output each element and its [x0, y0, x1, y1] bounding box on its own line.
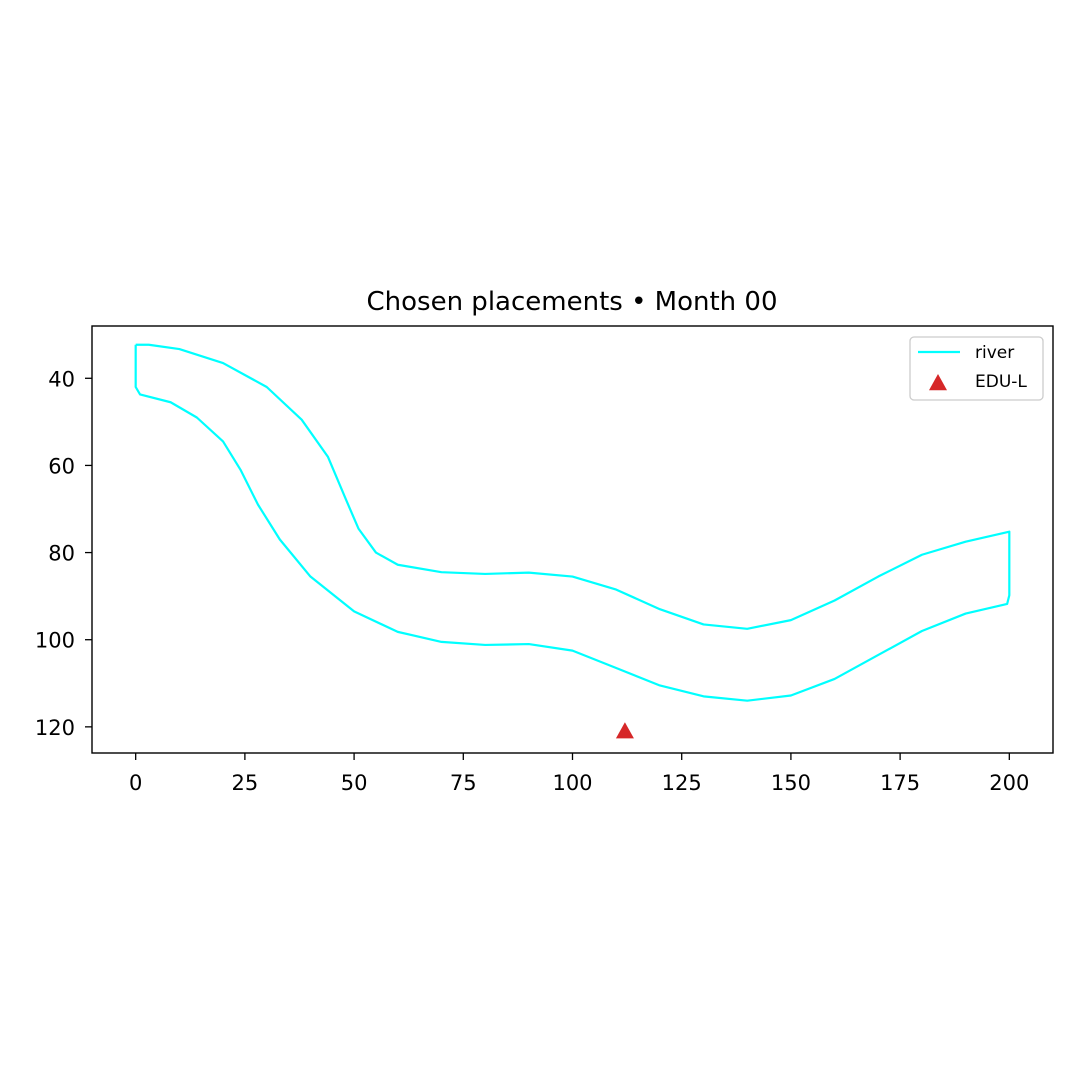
y-tick-label: 80 [48, 542, 75, 566]
legend-edu-l-swatch [929, 374, 947, 391]
x-tick-label: 175 [880, 771, 920, 795]
y-tick-label: 60 [48, 454, 75, 478]
x-tick-label: 100 [552, 771, 592, 795]
x-tick-label: 50 [341, 771, 368, 795]
edu-l-marker [615, 722, 634, 739]
legend-river-label: river [975, 343, 1014, 363]
chart-title: Chosen placements • Month 00 [366, 287, 777, 317]
y-tick-label: 120 [35, 716, 75, 740]
plot-area [134, 343, 1011, 739]
y-tick-label: 40 [48, 367, 75, 391]
y-axis: 40 60 80 100 120 [35, 367, 92, 740]
river-outline-line [134, 343, 1011, 702]
y-tick-label: 100 [35, 629, 75, 653]
legend: river EDU-L [909, 336, 1044, 401]
legend-edu-l-label: EDU-L [975, 372, 1027, 392]
x-axis: 0 25 50 75 100 125 150 175 200 [129, 753, 1029, 795]
x-tick-label: 200 [989, 771, 1029, 795]
x-tick-label: 25 [232, 771, 259, 795]
x-tick-label: 125 [662, 771, 702, 795]
x-tick-label: 75 [450, 771, 477, 795]
axes-frame [91, 325, 1054, 754]
x-tick-label: 0 [129, 771, 142, 795]
x-tick-label: 150 [771, 771, 811, 795]
